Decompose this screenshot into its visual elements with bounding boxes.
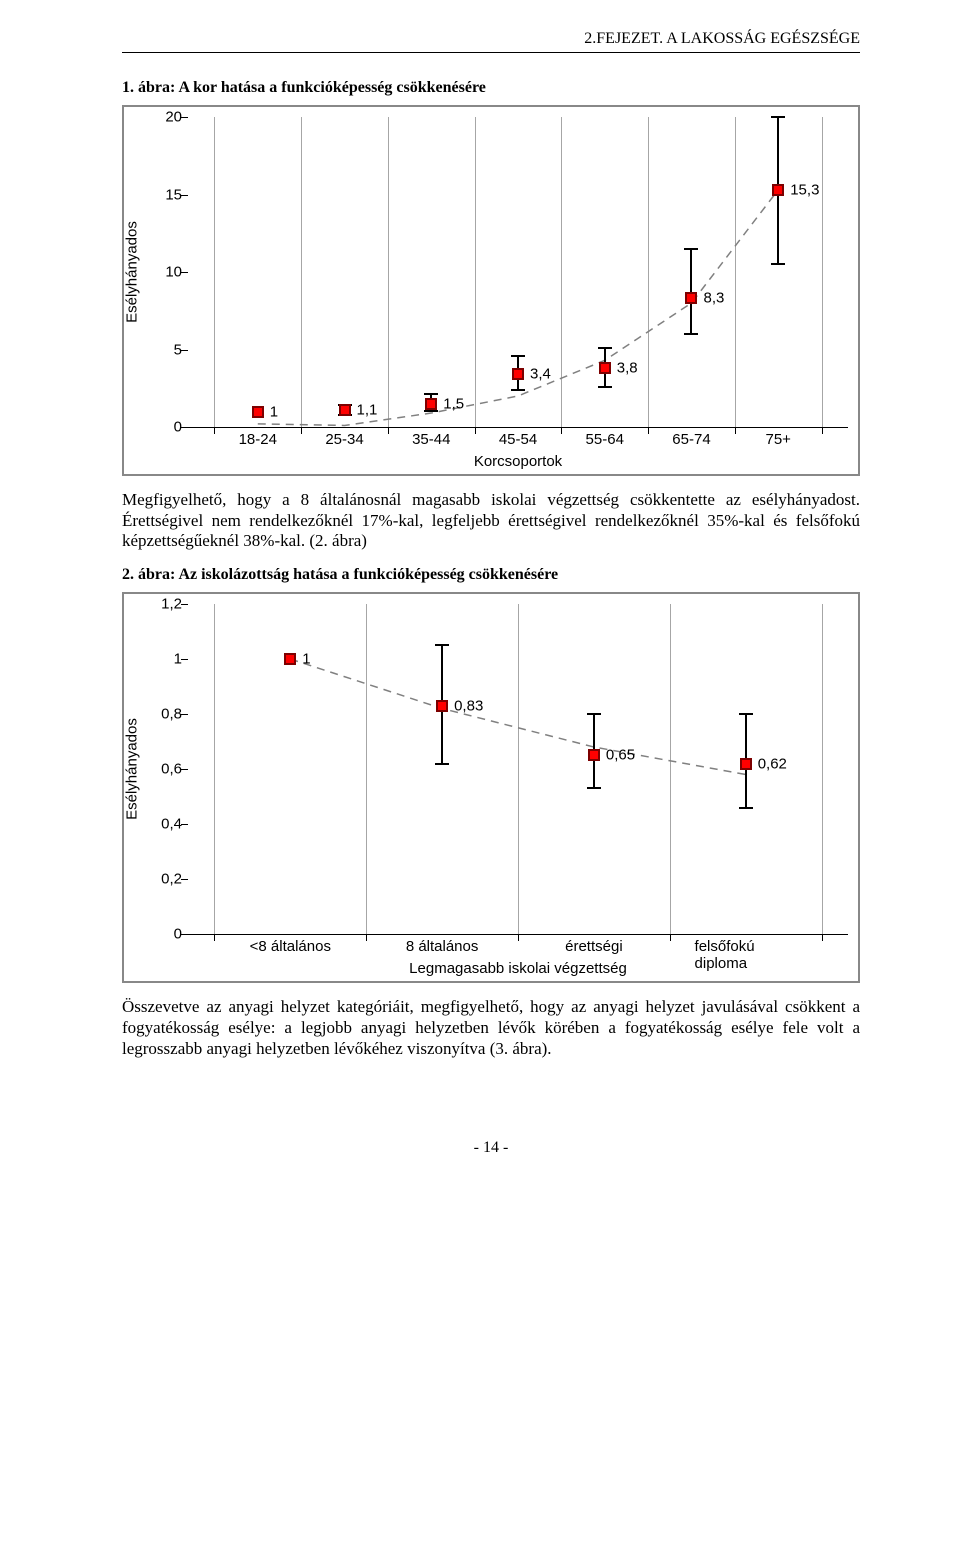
- value-label: 3,4: [530, 366, 551, 383]
- page: 2.FEJEZET. A LAKOSSÁG EGÉSZSÉGE 1. ábra:…: [0, 0, 960, 1157]
- x-tick: érettségi: [565, 938, 623, 955]
- y-tick: 0,8: [161, 706, 182, 723]
- grid-line: [301, 117, 302, 427]
- paragraph-1: Megfigyelhető, hogy a 8 általánosnál mag…: [122, 490, 860, 552]
- data-marker: [339, 404, 351, 416]
- data-marker: [740, 758, 752, 770]
- x-tick: 65-74: [672, 431, 710, 448]
- y-tick-mark: [181, 934, 188, 935]
- y-tick-mark: [181, 272, 188, 273]
- x-tick: <8 általános: [250, 938, 331, 955]
- x-tick: 18-24: [239, 431, 277, 448]
- x-tick-mark: [735, 427, 736, 434]
- fig1-frame: Esélyhányados0510152018-2425-3435-4445-5…: [122, 105, 860, 476]
- grid-line: [214, 117, 215, 427]
- page-header: 2.FEJEZET. A LAKOSSÁG EGÉSZSÉGE: [122, 30, 860, 53]
- grid-line: [822, 604, 823, 934]
- fig2-frame: Esélyhányados00,20,40,60,811,2<8 általán…: [122, 592, 860, 983]
- y-tick: 0,4: [161, 816, 182, 833]
- x-tick-mark: [301, 427, 302, 434]
- fig2-title: 2. ábra: Az iskolázottság hatása a funkc…: [122, 566, 860, 584]
- y-tick-mark: [181, 879, 188, 880]
- y-axis-label: Esélyhányados: [124, 221, 141, 323]
- fig1-xlabel: Korcsoportok: [188, 453, 848, 470]
- y-axis-label: Esélyhányados: [124, 718, 141, 820]
- x-tick-mark: [475, 427, 476, 434]
- x-tick-mark: [366, 934, 367, 941]
- x-tick: 35-44: [412, 431, 450, 448]
- y-tick-mark: [181, 824, 188, 825]
- grid-line: [670, 604, 671, 934]
- value-label: 0,62: [758, 755, 787, 772]
- y-tick: 0,6: [161, 761, 182, 778]
- grid-line: [822, 117, 823, 427]
- y-tick-mark: [181, 659, 188, 660]
- y-tick-mark: [181, 714, 188, 715]
- data-marker: [252, 406, 264, 418]
- value-label: 8,3: [703, 290, 724, 307]
- grid-line: [366, 604, 367, 934]
- grid-line: [518, 604, 519, 934]
- y-tick: 20: [165, 109, 182, 126]
- value-label: 1,5: [443, 395, 464, 412]
- x-tick: 8 általános: [406, 938, 479, 955]
- x-tick-mark: [822, 934, 823, 941]
- y-tick: 0,2: [161, 871, 182, 888]
- value-label: 0,83: [454, 697, 483, 714]
- x-tick-mark: [822, 427, 823, 434]
- fig1-title: 1. ábra: A kor hatása a funkcióképesség …: [122, 79, 860, 97]
- value-label: 3,8: [617, 360, 638, 377]
- x-tick: felsőfokú diploma: [695, 938, 797, 972]
- y-tick-mark: [181, 604, 188, 605]
- x-tick-mark: [670, 934, 671, 941]
- y-tick: 1,2: [161, 596, 182, 613]
- grid-line: [214, 604, 215, 934]
- grid-line: [388, 117, 389, 427]
- grid-line: [561, 117, 562, 427]
- y-tick-mark: [181, 427, 188, 428]
- x-tick-mark: [214, 427, 215, 434]
- value-label: 1: [302, 651, 310, 668]
- data-marker: [425, 398, 437, 410]
- data-marker: [599, 362, 611, 374]
- grid-line: [735, 117, 736, 427]
- y-tick-mark: [181, 195, 188, 196]
- grid-line: [475, 117, 476, 427]
- fig1-chart: Esélyhányados0510152018-2425-3435-4445-5…: [188, 117, 848, 427]
- x-tick-mark: [388, 427, 389, 434]
- data-marker: [436, 700, 448, 712]
- data-marker: [588, 749, 600, 761]
- y-tick-mark: [181, 769, 188, 770]
- data-marker: [284, 653, 296, 665]
- data-marker: [772, 184, 784, 196]
- y-tick: 15: [165, 186, 182, 203]
- value-label: 0,65: [606, 747, 635, 764]
- paragraph-2: Összevetve az anyagi helyzet kategóriáit…: [122, 997, 860, 1059]
- grid-line: [648, 117, 649, 427]
- x-tick-mark: [518, 934, 519, 941]
- x-tick-mark: [561, 427, 562, 434]
- y-tick: 10: [165, 264, 182, 281]
- x-tick: 45-54: [499, 431, 537, 448]
- x-tick-mark: [648, 427, 649, 434]
- x-tick: 75+: [765, 431, 790, 448]
- x-tick: 25-34: [325, 431, 363, 448]
- y-tick-mark: [181, 117, 188, 118]
- data-marker: [685, 292, 697, 304]
- value-label: 15,3: [790, 181, 819, 198]
- x-tick: 55-64: [586, 431, 624, 448]
- value-label: 1: [270, 403, 278, 420]
- fig2-chart: Esélyhányados00,20,40,60,811,2<8 általán…: [188, 604, 848, 934]
- value-label: 1,1: [357, 401, 378, 418]
- y-tick-mark: [181, 350, 188, 351]
- data-marker: [512, 368, 524, 380]
- x-tick-mark: [214, 934, 215, 941]
- page-footer: - 14 -: [122, 1139, 860, 1157]
- axis-line: [188, 427, 848, 428]
